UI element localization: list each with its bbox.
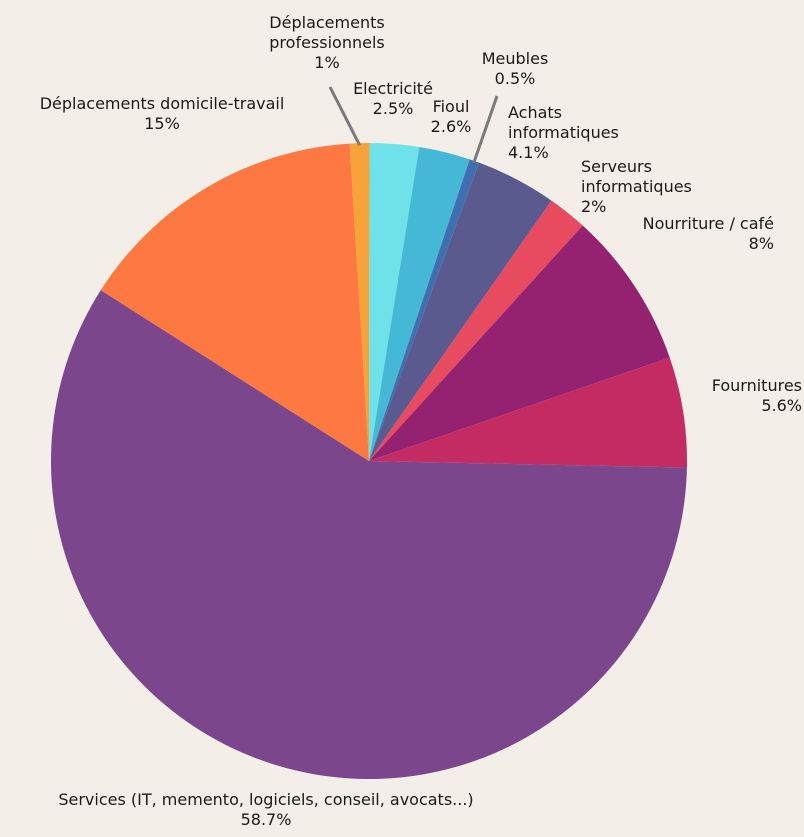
pie-slice-4 <box>369 159 480 462</box>
leader-line-1 <box>328 86 361 146</box>
slice-label-10: Déplacements domicile-travail 15% <box>40 94 285 133</box>
pie-slice-8 <box>369 357 687 468</box>
slice-name-line-8-1: Fournitures <box>712 376 802 395</box>
pie-slice-9 <box>50 290 687 780</box>
slice-label-7: Nourriture / café 8% <box>643 214 774 253</box>
slice-name-line-7-1: Nourriture / café <box>643 214 774 233</box>
slice-label-6: Serveurs informatiques 2% <box>581 157 692 216</box>
slice-name-line-2-1: Electricité <box>353 79 433 98</box>
slice-value-3: 2.6% <box>431 117 472 136</box>
slice-label-2: Electricité 2.5% <box>353 79 433 118</box>
slice-label-9: Services (IT, memento, logiciels, consei… <box>58 790 473 829</box>
slice-label-1: Déplacements professionnels 1% <box>269 13 384 72</box>
slice-value-2: 2.5% <box>373 99 414 118</box>
pie-slice-2 <box>369 143 420 461</box>
pie-slice-5 <box>369 162 552 462</box>
slice-name-line-4-1: Meubles <box>482 49 549 68</box>
slice-labels: Déplacements professionnels 1%Electricité 2… <box>40 13 802 829</box>
pie-slices <box>50 142 687 780</box>
slice-value-7: 8% <box>749 234 774 253</box>
pie-slice-10 <box>100 143 370 461</box>
slice-value-6: 2% <box>581 197 606 216</box>
pie-slice-1 <box>349 142 370 461</box>
slice-value-10: 15% <box>144 114 180 133</box>
pie-slice-7 <box>369 225 670 461</box>
slice-value-1: 1% <box>314 53 339 72</box>
slice-label-3: Fioul 2.6% <box>431 97 472 136</box>
slice-label-5: Achats informatiques 4.1% <box>508 103 619 162</box>
leader-lines <box>328 86 499 164</box>
pie-slice-6 <box>369 200 583 461</box>
slice-name-line-1-2: professionnels <box>269 33 384 52</box>
slice-value-9: 58.7% <box>241 810 292 829</box>
slice-label-8: Fournitures 5.6% <box>712 376 802 415</box>
slice-name-line-5-1: Achats <box>508 103 562 122</box>
slice-name-line-6-1: Serveurs <box>581 157 652 176</box>
pie-slice-3 <box>369 147 470 461</box>
slice-name-line-1-1: Déplacements <box>269 13 384 32</box>
slice-name-line-6-2: informatiques <box>581 177 692 196</box>
slice-name-line-9-1: Services (IT, memento, logiciels, consei… <box>58 790 473 809</box>
slice-value-8: 5.6% <box>761 396 802 415</box>
leader-line-4 <box>472 95 499 164</box>
slice-label-4: Meubles 0.5% <box>482 49 549 88</box>
slice-value-4: 0.5% <box>495 69 536 88</box>
slice-name-line-3-1: Fioul <box>433 97 470 116</box>
slice-name-line-10-1: Déplacements domicile-travail <box>40 94 285 113</box>
slice-value-5: 4.1% <box>508 143 549 162</box>
slice-name-line-5-2: informatiques <box>508 123 619 142</box>
